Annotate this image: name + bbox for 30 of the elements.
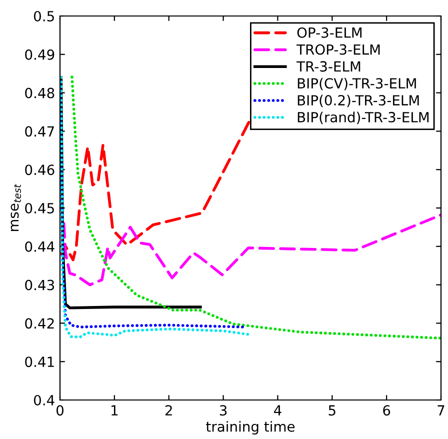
y-tick-label: 0.42	[25, 318, 54, 329]
x-tick-label: 4	[274, 405, 282, 416]
y-tick-label: 0.41	[25, 356, 54, 368]
y-tick-label: 0.47	[25, 126, 54, 137]
y-tick-label: 0.4	[34, 394, 54, 406]
x-tick-label: 0	[56, 405, 64, 416]
legend-label: BIP(0.2)-TR-3-ELM	[298, 94, 419, 108]
y-tick-label: 0.44	[25, 241, 54, 252]
line-series	[60, 118, 252, 262]
legend-label: BIP(CV)-TR-3-ELM	[298, 78, 416, 90]
legend-label: BIP(rand)-TR-3-ELM	[298, 112, 429, 124]
y-tick-label: 0.46	[25, 164, 54, 176]
x-tick-label: 1	[112, 405, 118, 416]
x-axis-title: training time	[206, 421, 295, 435]
legend-label: TROP-3-ELM	[296, 44, 380, 55]
x-tick-label: 6	[383, 405, 390, 416]
line-series	[62, 214, 441, 286]
y-axis-title: mse$_{test}$	[10, 184, 21, 232]
x-tick-label: 3	[220, 405, 227, 416]
y-tick-label: 0.49	[25, 49, 54, 60]
y-tick-label: 0.45	[25, 202, 54, 214]
x-tick-label: 5	[328, 405, 336, 416]
legend-label: TR-3-ELM	[296, 61, 360, 72]
y-tick-label: 0.48	[25, 88, 54, 98]
x-tick-label: 7	[438, 405, 444, 416]
y-tick-label: 0.5	[34, 10, 54, 22]
y-tick-label: 0.43	[25, 280, 54, 290]
x-tick-label: 2	[165, 405, 172, 416]
legend-label: OP-3-ELM	[297, 27, 362, 38]
line-series	[70, 76, 441, 340]
